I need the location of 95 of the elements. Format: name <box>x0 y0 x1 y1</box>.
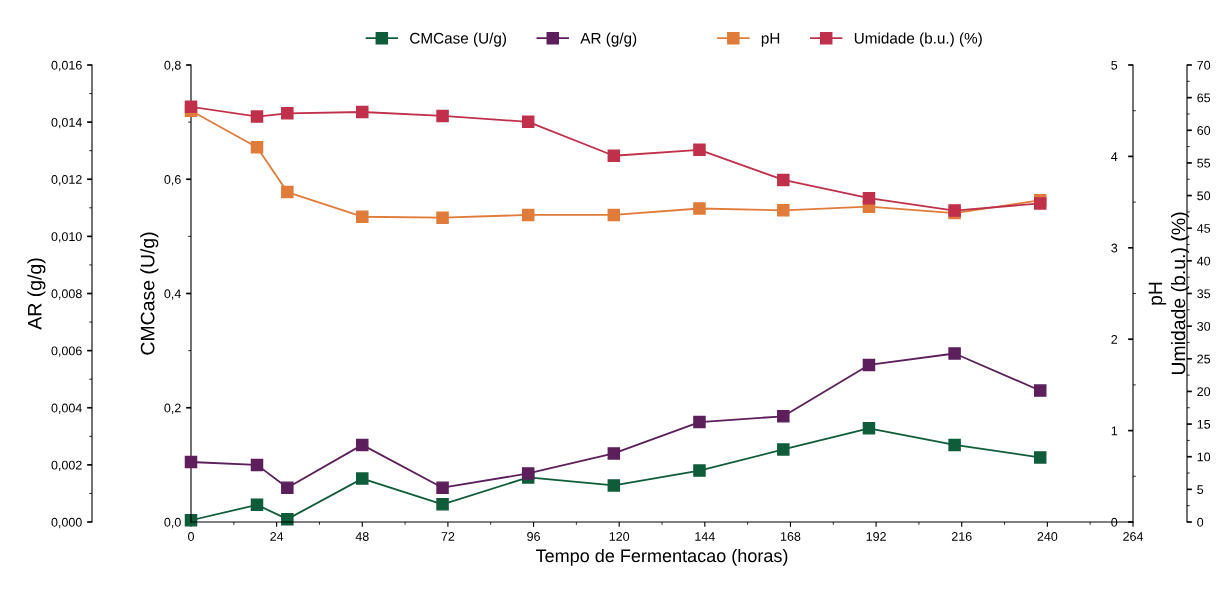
y2-tick-label: 40 <box>1197 256 1211 266</box>
point <box>250 458 264 472</box>
y2-tick-label: 25 <box>1197 354 1211 364</box>
x-tick-label: 240 <box>1037 532 1058 541</box>
point <box>1033 384 1047 397</box>
point <box>356 105 369 119</box>
y2-tick-label: 0,008 <box>51 289 82 300</box>
point <box>436 481 449 494</box>
y-tick-label: 0,2 <box>164 403 181 414</box>
y2-tick-label: 0,010 <box>51 232 82 243</box>
y-axis-title: CMCase (U/g) <box>140 232 159 355</box>
x-axis-title: Tempo de Fermentacao (horas) <box>535 548 788 566</box>
x-tick-label: 120 <box>609 532 630 541</box>
y2-tick-label: 15 <box>1197 420 1211 429</box>
point <box>1033 451 1047 464</box>
legend-label: CMCase (U/g) <box>410 32 507 47</box>
y2-axis-title: AR (g/g) <box>27 258 46 330</box>
legend-label: AR (g/g) <box>580 32 637 47</box>
point <box>862 422 876 435</box>
y-tick-label: 0,8 <box>164 60 181 72</box>
y-tick-label: 0,6 <box>164 175 181 186</box>
point <box>862 191 876 205</box>
point <box>607 479 621 492</box>
x-tick-label: 48 <box>355 532 369 541</box>
legend-label: pH <box>761 33 780 47</box>
point <box>948 438 961 452</box>
point <box>356 438 369 452</box>
point <box>436 498 449 511</box>
y-tick-label: 0 <box>1111 517 1118 527</box>
y2-tick-label: 20 <box>1197 387 1211 397</box>
y-tick-label: 5 <box>1111 60 1118 70</box>
x-tick-label: 144 <box>695 532 715 541</box>
point <box>436 109 449 123</box>
point <box>607 447 621 460</box>
point <box>777 204 790 217</box>
point <box>281 107 294 120</box>
y2-tick-label: 60 <box>1197 126 1211 135</box>
point <box>250 498 264 512</box>
point <box>777 443 790 456</box>
x-tick-label: 264 <box>1123 532 1144 541</box>
point <box>184 455 198 469</box>
y2-tick-label: 0 <box>1197 517 1204 527</box>
y2-tick-label: 0,004 <box>51 403 82 414</box>
point <box>948 347 961 360</box>
x-tick-label: 24 <box>270 532 284 541</box>
y2-tick-label: 0,012 <box>51 175 82 186</box>
y-axis-title: pH <box>1148 282 1167 305</box>
point <box>521 467 535 480</box>
y2-tick-label: 50 <box>1197 191 1211 201</box>
y-tick-label: 3 <box>1111 243 1118 253</box>
y2-tick-label: 0,016 <box>51 60 82 72</box>
y2-tick-label: 10 <box>1197 452 1211 462</box>
y2-tick-label: 65 <box>1197 93 1211 103</box>
x-tick-label: 216 <box>951 532 972 541</box>
y-tick-label: 0,4 <box>164 289 181 300</box>
x-tick-label: 96 <box>527 532 540 541</box>
y2-tick-label: 0,002 <box>51 460 82 471</box>
y2-tick-label: 30 <box>1197 321 1211 331</box>
point <box>607 149 621 162</box>
x-tick-label: 168 <box>780 532 801 541</box>
point <box>281 481 294 494</box>
point <box>693 464 706 477</box>
point <box>436 211 449 224</box>
y2-tick-label: 0,006 <box>51 346 82 357</box>
y2-tick-label: 5 <box>1197 485 1204 495</box>
point <box>607 208 621 222</box>
y2-tick-label: 0,000 <box>51 517 82 529</box>
point <box>356 210 369 223</box>
x-tick-label: 192 <box>866 532 886 541</box>
point <box>521 208 535 222</box>
point <box>693 202 706 215</box>
y-tick-label: 0,0 <box>164 517 181 529</box>
point <box>250 141 264 154</box>
point <box>777 173 790 187</box>
y2-tick-label: 55 <box>1197 158 1211 168</box>
point <box>777 410 790 423</box>
x-tick-label: 0 <box>188 532 194 541</box>
point <box>693 143 706 157</box>
point <box>521 115 535 129</box>
legend-label: Umidade (b.u.) (%) <box>854 32 982 47</box>
y2-tick-label: 35 <box>1197 289 1211 299</box>
point <box>281 185 294 199</box>
y2-tick-label: 0,014 <box>51 117 82 129</box>
point <box>862 358 876 372</box>
y-tick-label: 1 <box>1111 426 1118 436</box>
y2-tick-label: 45 <box>1197 224 1211 233</box>
y2-tick-label: 70 <box>1197 60 1211 70</box>
point <box>693 415 706 429</box>
point <box>356 472 369 485</box>
y2-axis-title: Umidade (b.u.) (%) <box>1171 212 1190 375</box>
x-tick-label: 72 <box>441 532 455 541</box>
point <box>250 110 264 123</box>
y-tick-label: 4 <box>1111 152 1118 161</box>
y-tick-label: 2 <box>1111 335 1118 344</box>
point <box>184 100 198 114</box>
